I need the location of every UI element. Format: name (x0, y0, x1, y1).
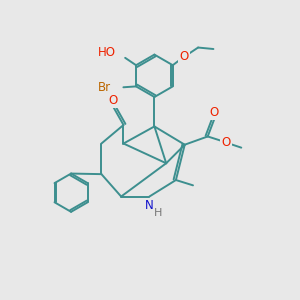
Text: O: O (179, 50, 189, 64)
Text: O: O (210, 106, 219, 119)
Text: Br: Br (98, 81, 111, 94)
Text: O: O (108, 94, 117, 107)
Text: O: O (221, 136, 231, 149)
Text: N: N (145, 199, 154, 212)
Text: HO: HO (98, 46, 116, 59)
Text: H: H (154, 208, 162, 218)
